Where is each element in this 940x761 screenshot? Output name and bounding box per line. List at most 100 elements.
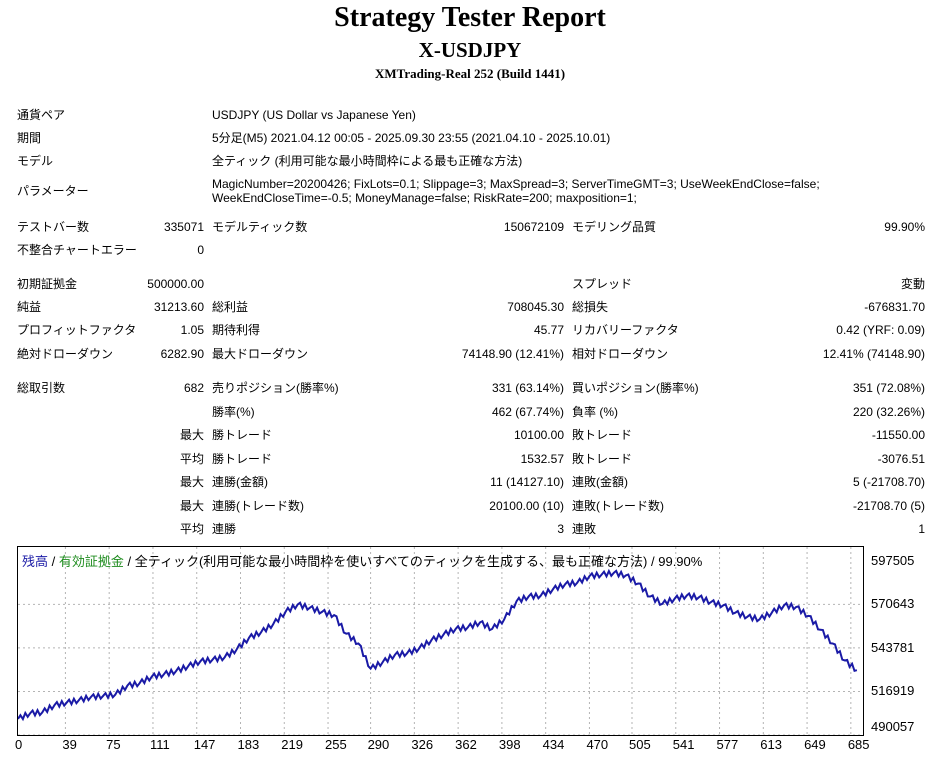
- stat-value-profit-factor: 1.05: [180, 323, 204, 337]
- x-tick-label: 0: [15, 737, 23, 752]
- stat-value-max-consec-wins: 11 (14127.10): [490, 475, 564, 489]
- stat-value-max-consec-loss: -21708.70 (5): [852, 499, 925, 513]
- stat-value-model-quality: 99.90%: [884, 220, 925, 234]
- legend-separator: /: [48, 554, 59, 569]
- stat-value-max-drawdown: 74148.90 (12.41%): [461, 347, 564, 361]
- info-value-parameters-1: MagicNumber=20200426; FixLots=0.1; Slipp…: [212, 177, 820, 191]
- stat-label-spread: スプレッド: [572, 277, 633, 291]
- stat-label-profit-factor: プロフィットファクタ: [17, 323, 137, 337]
- stat-label-long-positions: 買いポジション(勝率%): [572, 381, 699, 395]
- stat-prefix-largest: 最大: [179, 428, 204, 442]
- x-tick-label: 505: [628, 737, 651, 752]
- x-tick-label: 290: [367, 737, 390, 752]
- stat-value-largest-win: 10100.00: [513, 428, 564, 442]
- balance-chart: 残高 / 有効証拠金 / 全ティック(利用可能な最小時間枠を使いすべてのティック…: [17, 546, 864, 736]
- stat-label-mismatch: 不整合チャートエラー: [17, 243, 137, 257]
- stat-value-avg-win: 1532.57: [520, 452, 564, 466]
- x-tick-label: 75: [106, 737, 121, 752]
- info-label-period: 期間: [17, 131, 42, 145]
- legend-quality: 99.90%: [658, 554, 703, 569]
- stat-value-recovery-factor: 0.42 (YRF: 0.09): [836, 323, 925, 337]
- stat-label-avg-consec-wins: 連勝: [212, 522, 237, 536]
- stat-label-total-trades: 総取引数: [17, 381, 66, 395]
- x-tick-label: 613: [760, 737, 782, 752]
- stat-value-rel-drawdown: 12.41% (74148.90): [822, 347, 925, 361]
- x-tick-label: 685: [847, 737, 870, 752]
- stat-label-short-positions: 売りポジション(勝率%): [212, 381, 339, 395]
- info-value-period: 5分足(M5) 2021.04.12 00:05 - 2025.09.30 23…: [212, 131, 611, 145]
- legend-equity: 有効証拠金: [58, 554, 124, 569]
- y-tick-label: 543781: [871, 639, 915, 655]
- stat-value-max-consec-profit: 20100.00 (10): [489, 499, 564, 513]
- stat-label-loss-rate: 負率 (%): [572, 405, 618, 419]
- stat-label-gross-profit: 総利益: [212, 300, 249, 314]
- stat-prefix-max-consec: 最大: [179, 475, 204, 489]
- legend-separator: /: [123, 554, 135, 569]
- balance-chart-plot: [18, 547, 863, 735]
- stat-value-model-ticks: 150672109: [503, 220, 564, 234]
- x-tick-label: 111: [149, 737, 170, 752]
- x-tick-label: 219: [281, 737, 303, 752]
- stat-label-largest-win: 勝トレード: [212, 428, 273, 442]
- stat-value-mismatch: 0: [197, 243, 204, 257]
- stat-value-win-rate: 462 (67.74%): [491, 405, 564, 419]
- stat-value-expected-payoff: 45.77: [533, 323, 564, 337]
- stat-label-expected-payoff: 期待利得: [212, 323, 261, 337]
- stat-label-recovery-factor: リカバリーファクタ: [572, 323, 679, 337]
- chart-legend: 残高 / 有効証拠金 / 全ティック(利用可能な最小時間枠を使いすべてのティック…: [22, 551, 702, 570]
- stat-value-avg-consec-losses: 1: [918, 522, 925, 536]
- stat-label-net-profit: 純益: [17, 300, 42, 314]
- stat-label-abs-drawdown: 絶対ドローダウン: [17, 347, 114, 361]
- stat-value-loss-rate: 220 (32.26%): [852, 405, 925, 419]
- stat-label-win-rate: 勝率(%): [212, 405, 255, 419]
- info-label-parameters: パラメーター: [17, 184, 89, 198]
- x-tick-label: 541: [672, 737, 695, 752]
- stat-label-test-bars: テストバー数: [17, 220, 90, 234]
- x-tick-label: 577: [716, 737, 739, 752]
- legend-model: 全ティック(利用可能な最小時間枠を使いすべてのティックを生成する、最も正確な方法…: [134, 554, 648, 569]
- stat-value-net-profit: 31213.60: [153, 300, 204, 314]
- x-tick-label: 255: [325, 737, 347, 752]
- y-tick-label: 490057: [871, 719, 915, 734]
- y-tick-label: 570643: [871, 596, 915, 612]
- x-tick-label: 183: [237, 737, 260, 752]
- x-tick-label: 649: [804, 737, 826, 752]
- stat-label-max-consec-loss: 連敗(トレード数): [572, 499, 664, 513]
- stat-value-gross-loss: -676831.70: [864, 300, 925, 314]
- y-tick-label: 597505: [871, 552, 915, 568]
- stat-value-initial-deposit: 500000.00: [147, 277, 204, 291]
- stat-prefix-average-2: 平均: [179, 522, 204, 536]
- stat-label-initial-deposit: 初期証拠金: [17, 277, 78, 291]
- stat-value-abs-drawdown: 6282.90: [160, 347, 204, 361]
- stat-label-avg-win: 勝トレード: [212, 452, 273, 466]
- x-tick-label: 326: [411, 737, 434, 752]
- stat-label-model-ticks: モデルティック数: [212, 220, 308, 234]
- stat-value-gross-profit: 708045.30: [507, 300, 564, 314]
- stat-value-spread: 変動: [900, 277, 925, 291]
- x-tick-label: 362: [455, 737, 477, 752]
- stat-value-max-consec-losses: 5 (-21708.70): [852, 475, 925, 489]
- stat-value-test-bars: 335071: [163, 220, 204, 234]
- report-subtitle: X-USDJPY: [418, 38, 522, 62]
- stat-label-max-consec-wins: 連勝(金額): [212, 475, 268, 489]
- x-tick-label: 470: [586, 737, 609, 752]
- info-value-symbol: USDJPY (US Dollar vs Japanese Yen): [212, 108, 416, 122]
- series-line-balance: [18, 568, 858, 722]
- legend-balance: 残高: [22, 554, 49, 569]
- stat-label-max-drawdown: 最大ドローダウン: [212, 347, 309, 361]
- x-tick-label: 147: [193, 737, 216, 752]
- stat-label-gross-loss: 総損失: [572, 300, 609, 314]
- stat-label-avg-loss: 敗トレード: [572, 452, 633, 466]
- x-tick-label: 398: [498, 737, 521, 752]
- x-tick-label: 39: [62, 737, 77, 752]
- stat-label-largest-loss: 敗トレード: [572, 428, 633, 442]
- stat-value-total-trades: 682: [183, 381, 204, 395]
- stat-value-avg-loss: -3076.51: [877, 452, 925, 466]
- x-tick-label: 434: [542, 737, 565, 752]
- legend-separator: /: [647, 554, 659, 569]
- stat-label-max-consec-profit: 連勝(トレード数): [212, 499, 304, 513]
- stat-label-rel-drawdown: 相対ドローダウン: [572, 347, 669, 361]
- info-label-symbol: 通貨ペア: [17, 108, 66, 122]
- info-value-model: 全ティック (利用可能な最小時間枠による最も正確な方法): [212, 154, 523, 168]
- info-label-model: モデル: [17, 154, 54, 168]
